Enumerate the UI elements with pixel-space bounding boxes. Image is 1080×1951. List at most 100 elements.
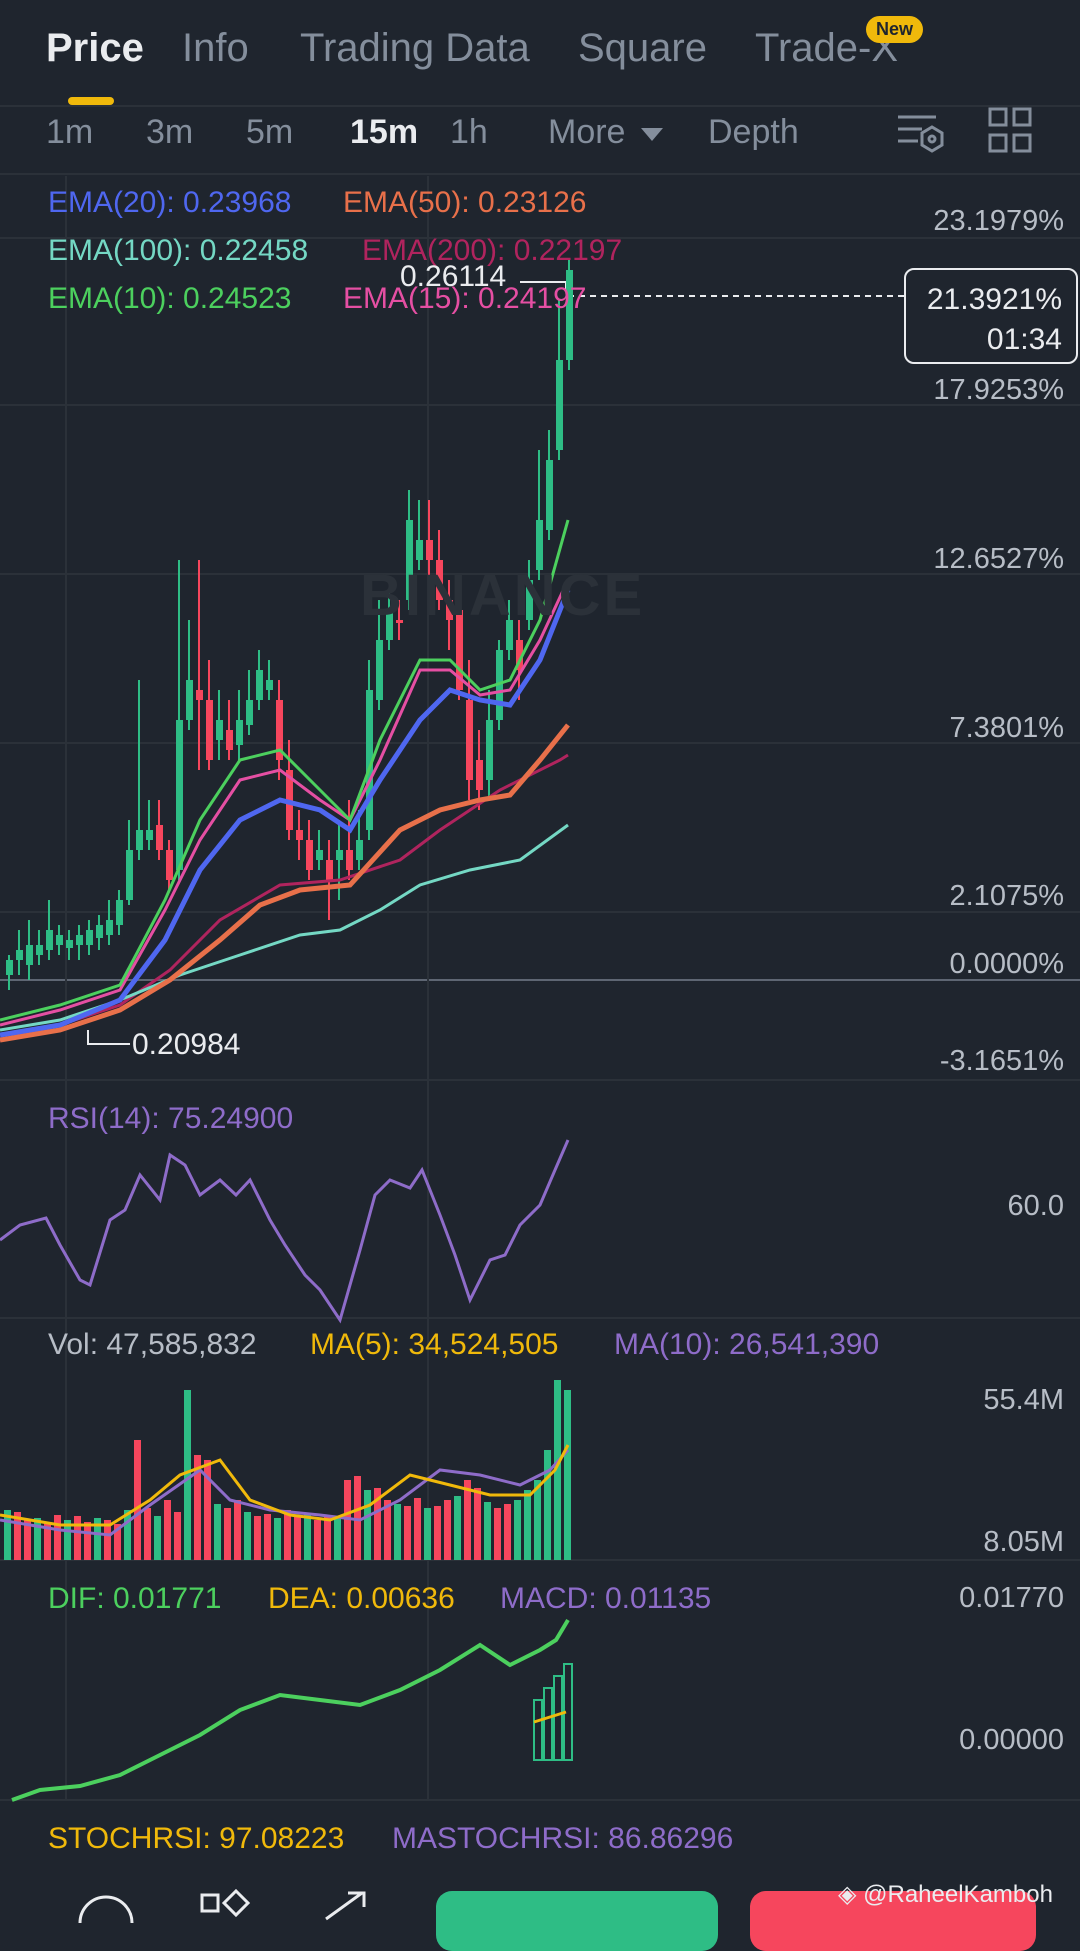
depth-tab[interactable]: Depth [708,113,799,151]
indicator-settings-icon[interactable] [896,109,946,159]
volume-axis-bottom: 8.05M [983,1526,1064,1558]
candlestick-chart[interactable] [0,0,1080,1860]
binance-watermark-logo: BINANCE [360,563,646,628]
share-icon[interactable] [322,1889,372,1923]
volume-bar [174,1512,181,1560]
ema20-label: EMA(20): 0.23968 [48,186,292,219]
rsi-line [0,1139,570,1324]
axis-label: 23.1979% [933,205,1064,237]
candle-body [146,830,153,840]
more-label: More [548,113,626,151]
candle-body [86,930,93,945]
volume-bar [14,1512,21,1560]
tab-price[interactable]: Price [46,26,144,70]
volume-bar [294,1516,301,1560]
candle-body [156,825,163,850]
volume-bar [424,1508,431,1560]
candle-body [136,830,143,850]
volume-bar [4,1510,11,1560]
interval-1h[interactable]: 1h [450,113,488,151]
tab-square[interactable]: Square [578,26,707,70]
candle-body [346,850,353,870]
layout-grid-icon[interactable] [988,107,1034,155]
volume-bar [94,1518,101,1560]
candle-body [356,840,363,860]
volume-bar [154,1516,161,1560]
more-options-icon[interactable] [78,1893,134,1923]
volume-bar [44,1522,51,1560]
axis-label: 12.6527% [933,543,1064,575]
volume-bar [84,1522,91,1560]
macd-dea-label: DEA: 0.00636 [268,1582,455,1615]
interval-bar: 1m 3m 5m 15m 1h More Depth [0,107,1080,173]
volume-label: Vol: 47,585,832 [48,1328,257,1361]
candle-body [406,520,413,600]
buy-button[interactable] [436,1891,718,1951]
volume-bar [554,1380,561,1560]
volume-bar [394,1504,401,1560]
volume-bar [244,1512,251,1560]
interval-3m[interactable]: 3m [146,113,194,151]
candle-body [36,945,43,955]
candle-body [116,900,123,925]
candle-body [536,520,543,570]
volume-bar [334,1518,341,1560]
volume-bar [24,1520,31,1560]
ema100-line [0,823,569,1032]
candle-body [386,610,393,640]
axis-label: 0.0000% [949,948,1065,980]
candle-body [76,935,83,945]
candle-body [256,670,263,700]
axis-label: 17.9253% [933,374,1064,406]
ema10-line [0,519,570,1022]
candle-body [246,700,253,725]
volume-bar [214,1504,221,1560]
candle-body [226,730,233,750]
candle-body [316,850,323,860]
candle-body [476,760,483,790]
candle-body [66,940,73,948]
candle-body [26,945,33,965]
candle-body [546,460,553,530]
interval-1m[interactable]: 1m [46,113,94,151]
candle-body [446,600,453,620]
ema10-label: EMA(10): 0.24523 [48,282,292,315]
candle-body [6,960,13,975]
mastochrsi-label: MASTOCHRSI: 86.86296 [392,1822,734,1855]
candle-body [166,850,173,880]
macd-axis-mid: 0.00000 [959,1724,1064,1756]
ema15-line [0,579,570,1027]
candle-body [506,620,513,650]
more-dropdown[interactable]: More [548,113,663,152]
interval-15m[interactable]: 15m [350,113,419,151]
apps-icon[interactable] [200,1889,252,1923]
volume-bar [224,1508,231,1560]
candle-body [456,610,463,690]
candle-body [236,720,243,745]
countdown-timer: 01:34 [986,323,1062,356]
volume-bar [114,1524,121,1560]
volume-bar [64,1520,71,1560]
volume-bar [384,1500,391,1560]
volume-bar [264,1514,271,1560]
volume-bar [134,1440,141,1560]
interval-5m[interactable]: 5m [246,113,294,151]
volume-bar [324,1516,331,1560]
candle-body [106,920,113,935]
candle-body [336,850,343,860]
ema50-line [0,723,570,1043]
candle-body [176,720,183,870]
tab-info[interactable]: Info [182,26,249,70]
volume-bar [124,1510,131,1560]
volume-bar [104,1520,111,1560]
volume-bar [464,1480,471,1560]
candle-body [436,560,443,600]
tab-trading-data[interactable]: Trading Data [300,26,530,70]
volume-bar [504,1504,511,1560]
volume-bar [344,1480,351,1560]
macd-dif-line [11,1618,570,1802]
candle-body [326,860,333,880]
candle-body [206,700,213,760]
macd-dea-line [533,1710,567,1724]
volume-bar [364,1490,371,1560]
